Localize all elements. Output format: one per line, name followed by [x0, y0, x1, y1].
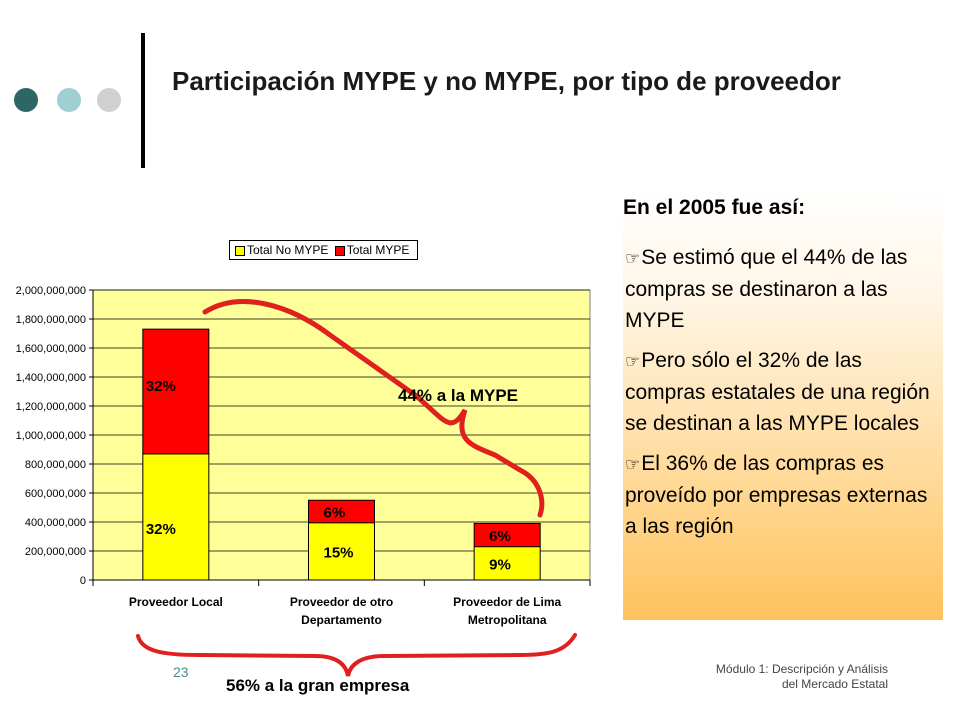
- bar-segment: [473, 522, 541, 548]
- y-tick-label: 800,000,000: [25, 459, 86, 471]
- panel-heading: En el 2005 fue así:: [623, 196, 806, 219]
- decor-dot-teal: [57, 88, 81, 112]
- y-tick-label: 600,000,000: [25, 488, 86, 500]
- page-number: 23: [173, 664, 189, 680]
- data-label: 6%: [489, 528, 511, 545]
- legend-label: Total MYPE: [346, 243, 410, 257]
- y-tick-label: 1,200,000,000: [16, 401, 86, 413]
- bullet-item: ☞Se estimó que el 44% de las compras se …: [625, 242, 940, 336]
- y-tick-label: 2,000,000,000: [16, 285, 86, 297]
- decor-dot-dark: [14, 88, 38, 112]
- pointing-hand-icon: ☞: [625, 249, 641, 268]
- x-tick-label: Proveedor de Lima: [453, 595, 561, 609]
- legend-item-no-mype: Total No MYPE: [235, 243, 328, 257]
- pointing-hand-icon: ☞: [625, 352, 641, 371]
- text-panel: [623, 190, 943, 620]
- bar-segment: [142, 328, 210, 455]
- y-tick-label: 1,400,000,000: [16, 372, 86, 384]
- bullet-text: El 36% de las compras es proveído por em…: [625, 452, 928, 538]
- bar-segment: [142, 453, 210, 581]
- annotation-big-company-share: 56% a la gran empresa: [226, 676, 410, 695]
- chart-legend: Total No MYPE Total MYPE: [229, 240, 419, 260]
- mype-bracket-curve: [202, 299, 545, 518]
- y-tick-label: 400,000,000: [25, 517, 86, 529]
- annotation-mype-share: 44% a la MYPE: [398, 386, 519, 405]
- data-label: 32%: [146, 521, 176, 538]
- x-tick-label: Proveedor Local: [129, 595, 223, 609]
- footer-module: Módulo 1: Descripción y Análisis del Mer…: [715, 662, 888, 691]
- data-label: 15%: [324, 544, 354, 561]
- pointing-hand-icon: ☞: [625, 455, 641, 474]
- legend-swatch-no-mype: [235, 245, 245, 256]
- y-tick-label: 1,800,000,000: [16, 314, 86, 326]
- bullet-item: ☞El 36% de las compras es proveído por e…: [625, 448, 940, 542]
- data-label: 6%: [324, 504, 346, 521]
- bullet-list: ☞Se estimó que el 44% de las compras se …: [625, 242, 940, 551]
- big-company-brace: [136, 633, 577, 677]
- bar-segment: [308, 499, 375, 524]
- y-tick-label: 1,000,000,000: [16, 430, 86, 442]
- bullet-item: ☞Pero sólo el 32% de las compras estatal…: [625, 345, 940, 439]
- bar-segment: [308, 522, 375, 581]
- x-tick-label: Metropolitana: [468, 613, 547, 627]
- y-tick-label: 200,000,000: [25, 546, 86, 558]
- slide-title: Participación MYPE y no MYPE, por tipo d…: [172, 66, 841, 96]
- decor-dot-gray: [97, 88, 121, 112]
- data-label: 9%: [489, 556, 511, 573]
- title-divider: [141, 33, 145, 168]
- x-tick-label: Proveedor de otro: [290, 595, 393, 609]
- bullet-text: Se estimó que el 44% de las compras se d…: [625, 246, 908, 332]
- legend-swatch-mype: [334, 245, 345, 256]
- legend-label: Total No MYPE: [247, 243, 329, 257]
- bullet-text: Pero sólo el 32% de las compras estatale…: [625, 349, 930, 435]
- x-tick-label: Departamento: [301, 613, 382, 627]
- data-label: 32%: [146, 378, 176, 395]
- legend-item-mype: Total MYPE: [334, 243, 410, 257]
- y-tick-label: 1,600,000,000: [16, 343, 86, 355]
- y-tick-label: 0: [80, 575, 86, 587]
- bar-segment: [473, 546, 541, 581]
